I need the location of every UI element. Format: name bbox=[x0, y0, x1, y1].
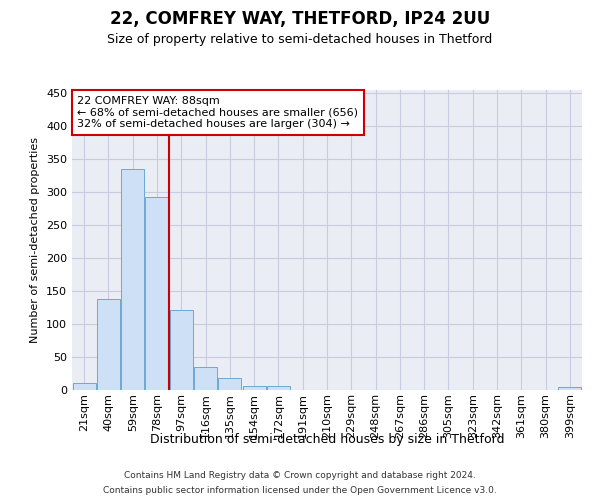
Text: Distribution of semi-detached houses by size in Thetford: Distribution of semi-detached houses by … bbox=[150, 432, 504, 446]
Bar bbox=[121, 169, 144, 390]
Bar bbox=[559, 386, 581, 390]
Bar bbox=[242, 386, 266, 390]
Bar bbox=[170, 310, 193, 390]
Bar bbox=[194, 367, 217, 390]
Bar bbox=[267, 386, 290, 390]
Text: Size of property relative to semi-detached houses in Thetford: Size of property relative to semi-detach… bbox=[107, 32, 493, 46]
Y-axis label: Number of semi-detached properties: Number of semi-detached properties bbox=[31, 137, 40, 343]
Bar bbox=[145, 198, 169, 390]
Text: Contains HM Land Registry data © Crown copyright and database right 2024.: Contains HM Land Registry data © Crown c… bbox=[124, 471, 476, 480]
Text: 22, COMFREY WAY, THETFORD, IP24 2UU: 22, COMFREY WAY, THETFORD, IP24 2UU bbox=[110, 10, 490, 28]
Text: Contains public sector information licensed under the Open Government Licence v3: Contains public sector information licen… bbox=[103, 486, 497, 495]
Bar bbox=[97, 299, 120, 390]
Bar bbox=[218, 378, 241, 390]
Text: 22 COMFREY WAY: 88sqm
← 68% of semi-detached houses are smaller (656)
32% of sem: 22 COMFREY WAY: 88sqm ← 68% of semi-deta… bbox=[77, 96, 358, 129]
Bar bbox=[73, 384, 95, 390]
